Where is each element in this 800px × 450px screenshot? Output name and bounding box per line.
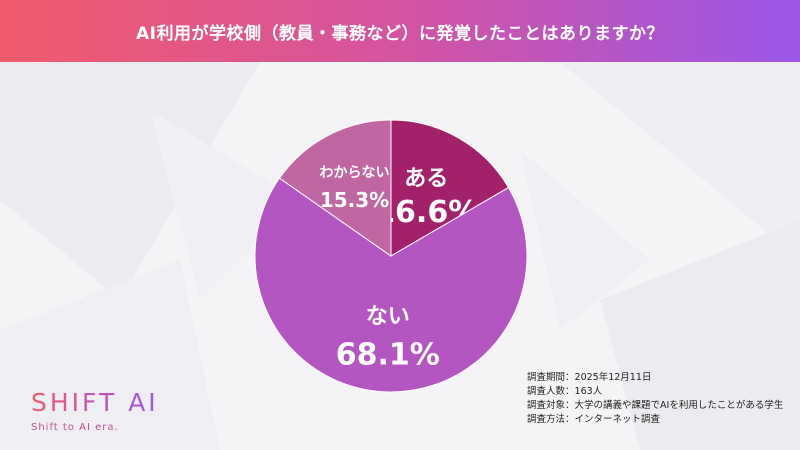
survey-key: 調査期間: [527, 372, 566, 383]
survey-value: インターネット調査: [574, 414, 661, 425]
pie-slice: [278, 119, 392, 257]
chart-title: AI利用が学校側（教員・事務など）に発覚したことはありますか？: [136, 23, 664, 44]
header-banner: AI利用が学校側（教員・事務など）に発覚したことはありますか？: [0, 0, 800, 62]
slice-value-label: 15.3%: [320, 188, 389, 212]
survey-colon: ：: [565, 414, 575, 425]
survey-info: 調査期間： 2025年12月11日 調査人数： 163人 調査対象：大学の講義や課題…: [527, 371, 783, 427]
shift-ai-logo: SHIFT AI Shift to AI era.: [31, 388, 159, 433]
pie-slice: [254, 177, 528, 393]
survey-row: 調査対象：大学の講義や課題でAIを利用したことがある学生: [527, 399, 783, 413]
survey-row: 調査人数： 163人: [527, 385, 783, 399]
slice-category-label: ある: [404, 166, 448, 191]
survey-key: 調査方法: [527, 414, 566, 425]
survey-key: 調査対象: [527, 400, 566, 411]
survey-colon: ：: [565, 372, 575, 383]
survey-colon: ：: [565, 400, 575, 411]
survey-value: 163人: [574, 386, 603, 397]
survey-value: 大学の講義や課題でAIを利用したことがある学生: [574, 400, 784, 411]
survey-row: 調査方法：インターネット調査: [527, 413, 783, 427]
survey-colon: ：: [565, 386, 575, 397]
slice-category-label: わからない: [320, 165, 390, 181]
logo-name: SHIFT AI: [31, 388, 159, 417]
pie-slice: [390, 119, 510, 257]
logo-tagline: Shift to AI era.: [31, 422, 119, 433]
slice-category-label: ない: [366, 305, 410, 330]
survey-key: 調査人数: [527, 386, 566, 397]
slice-value-label: 68.1%: [336, 337, 440, 372]
survey-value: 2025年12月11日: [574, 372, 652, 383]
survey-row: 調査期間： 2025年12月11日: [527, 371, 783, 385]
